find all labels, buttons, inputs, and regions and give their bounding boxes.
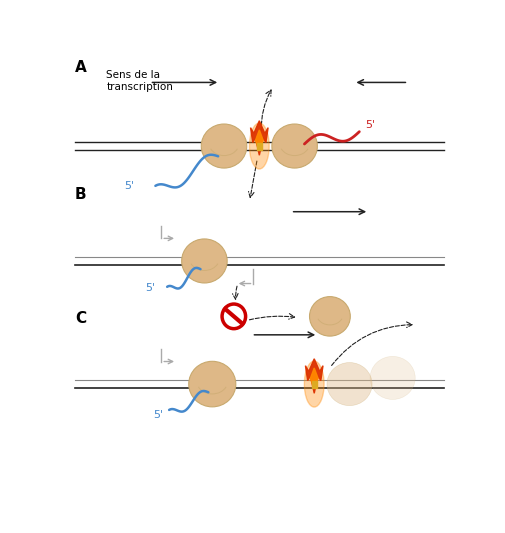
- Text: Sens de la
transcription: Sens de la transcription: [106, 70, 173, 92]
- Ellipse shape: [271, 124, 317, 168]
- Ellipse shape: [249, 123, 269, 169]
- Text: A: A: [75, 60, 86, 75]
- Polygon shape: [250, 121, 268, 155]
- Text: 5': 5': [145, 282, 156, 293]
- Text: B: B: [75, 188, 86, 203]
- Ellipse shape: [309, 297, 349, 336]
- Polygon shape: [310, 368, 318, 389]
- Ellipse shape: [304, 361, 324, 407]
- Ellipse shape: [201, 124, 246, 168]
- Ellipse shape: [188, 361, 235, 407]
- Circle shape: [222, 304, 245, 329]
- Ellipse shape: [326, 362, 371, 406]
- Text: 5': 5': [153, 410, 163, 419]
- Text: 5': 5': [365, 119, 375, 130]
- Polygon shape: [255, 130, 263, 151]
- FancyBboxPatch shape: [257, 143, 261, 150]
- Ellipse shape: [369, 357, 415, 399]
- Ellipse shape: [181, 239, 227, 283]
- Text: C: C: [75, 311, 86, 326]
- FancyBboxPatch shape: [311, 382, 316, 387]
- Polygon shape: [305, 359, 322, 393]
- Text: 5': 5': [124, 181, 134, 191]
